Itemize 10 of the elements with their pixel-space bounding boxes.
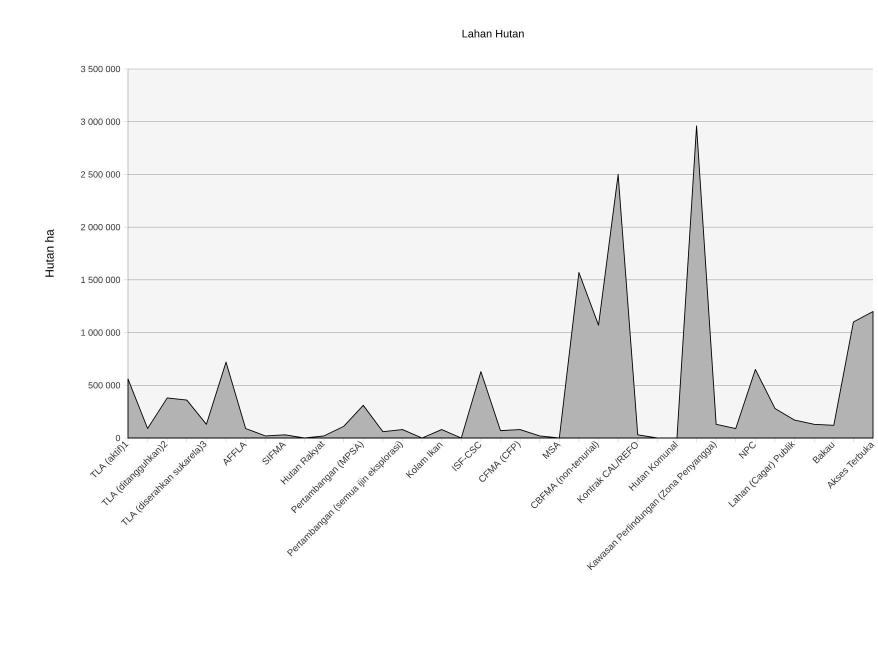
y-tick-label: 0: [116, 434, 120, 442]
y-tick-label: 2 500 000: [81, 171, 120, 178]
y-tick-label: 1 000 000: [81, 329, 120, 336]
y-tick-label: 3 000 000: [80, 118, 120, 125]
y-axis-title: Hutan ha: [44, 229, 54, 277]
y-tick-label: 2 000 000: [81, 224, 120, 230]
chart-title: Lahan Hutan: [462, 29, 524, 38]
y-tick-label: 1 500 000: [81, 276, 120, 284]
y-tick-label: 3 500 000: [80, 66, 120, 72]
y-tick-label: 500 000: [88, 382, 120, 388]
